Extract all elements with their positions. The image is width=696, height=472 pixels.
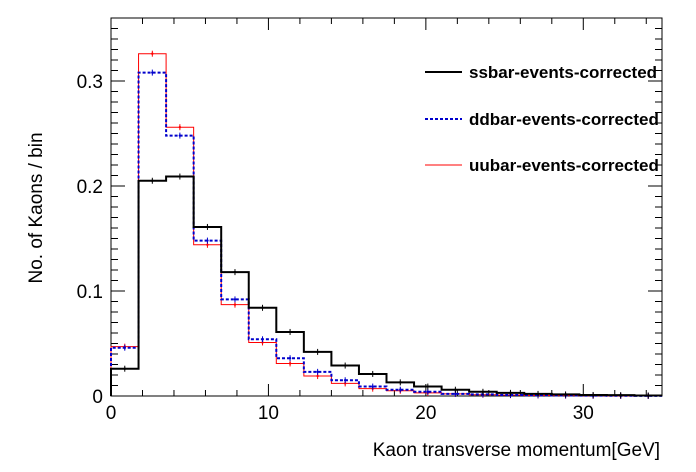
- series-ssbar-events-corrected: [110, 173, 662, 399]
- data-point: [399, 388, 402, 391]
- data-point: [564, 393, 567, 396]
- data-point: [343, 382, 347, 385]
- data-point: [426, 385, 430, 388]
- x-axis-title: Kaon transverse momentum[GeV]: [373, 440, 660, 461]
- legend-label: ssbar-events-corrected: [469, 63, 657, 82]
- legend-label: uubar-events-corrected: [469, 156, 659, 175]
- data-point: [206, 225, 209, 229]
- y-tick-label: 0: [92, 387, 103, 408]
- data-point: [536, 392, 540, 396]
- x-tick-label: 30: [573, 403, 594, 424]
- x-tick-label: 10: [258, 403, 279, 424]
- data-point: [151, 71, 154, 74]
- y-axis-title: No. of Kaons / bin: [26, 132, 47, 283]
- data-point: [178, 126, 182, 129]
- data-point: [261, 341, 264, 344]
- data-point: [509, 391, 512, 395]
- data-point: [316, 350, 319, 354]
- y-tick-label: 0.1: [77, 282, 103, 303]
- data-point: [151, 52, 154, 55]
- data-point: [151, 179, 154, 182]
- histogram-line: [110, 71, 662, 397]
- data-point: [343, 379, 347, 382]
- x-tick-label: 0: [106, 403, 117, 424]
- y-tick-label: 0.2: [77, 177, 103, 198]
- data-point: [288, 330, 292, 334]
- data-point: [178, 134, 182, 137]
- x-tick-label: 20: [415, 403, 436, 424]
- data-point: [123, 367, 126, 370]
- data-point: [178, 175, 182, 178]
- data-point: [261, 306, 264, 309]
- data-point: [233, 303, 237, 306]
- data-point: [591, 393, 595, 397]
- data-point: [206, 243, 209, 246]
- legend: ssbar-events-corrected ddbar-events-corre…: [425, 63, 659, 175]
- data-point: [399, 381, 402, 384]
- data-point: [233, 270, 237, 274]
- data-point: [261, 338, 264, 341]
- data-point: [371, 385, 374, 388]
- data-point: [343, 364, 347, 367]
- data-point: [316, 374, 319, 378]
- histogram-line: [110, 175, 662, 397]
- data-point: [288, 357, 292, 360]
- data-point: [426, 390, 430, 393]
- data-point: [233, 298, 237, 301]
- data-point: [647, 394, 650, 397]
- data-point: [123, 346, 126, 349]
- data-point: [454, 388, 457, 391]
- series-layer: [110, 50, 662, 399]
- data-point: [454, 392, 457, 396]
- data-point: [481, 390, 485, 393]
- y-tick-label: 0.3: [77, 72, 103, 93]
- tick-labels: 0 10 20 30 0 0.1 0.2 0.3: [77, 72, 594, 424]
- data-point: [316, 370, 319, 374]
- data-point: [371, 372, 374, 376]
- data-point: [288, 362, 292, 365]
- data-point: [206, 239, 209, 242]
- legend-label: ddbar-events-corrected: [469, 110, 659, 129]
- data-point: [619, 393, 622, 397]
